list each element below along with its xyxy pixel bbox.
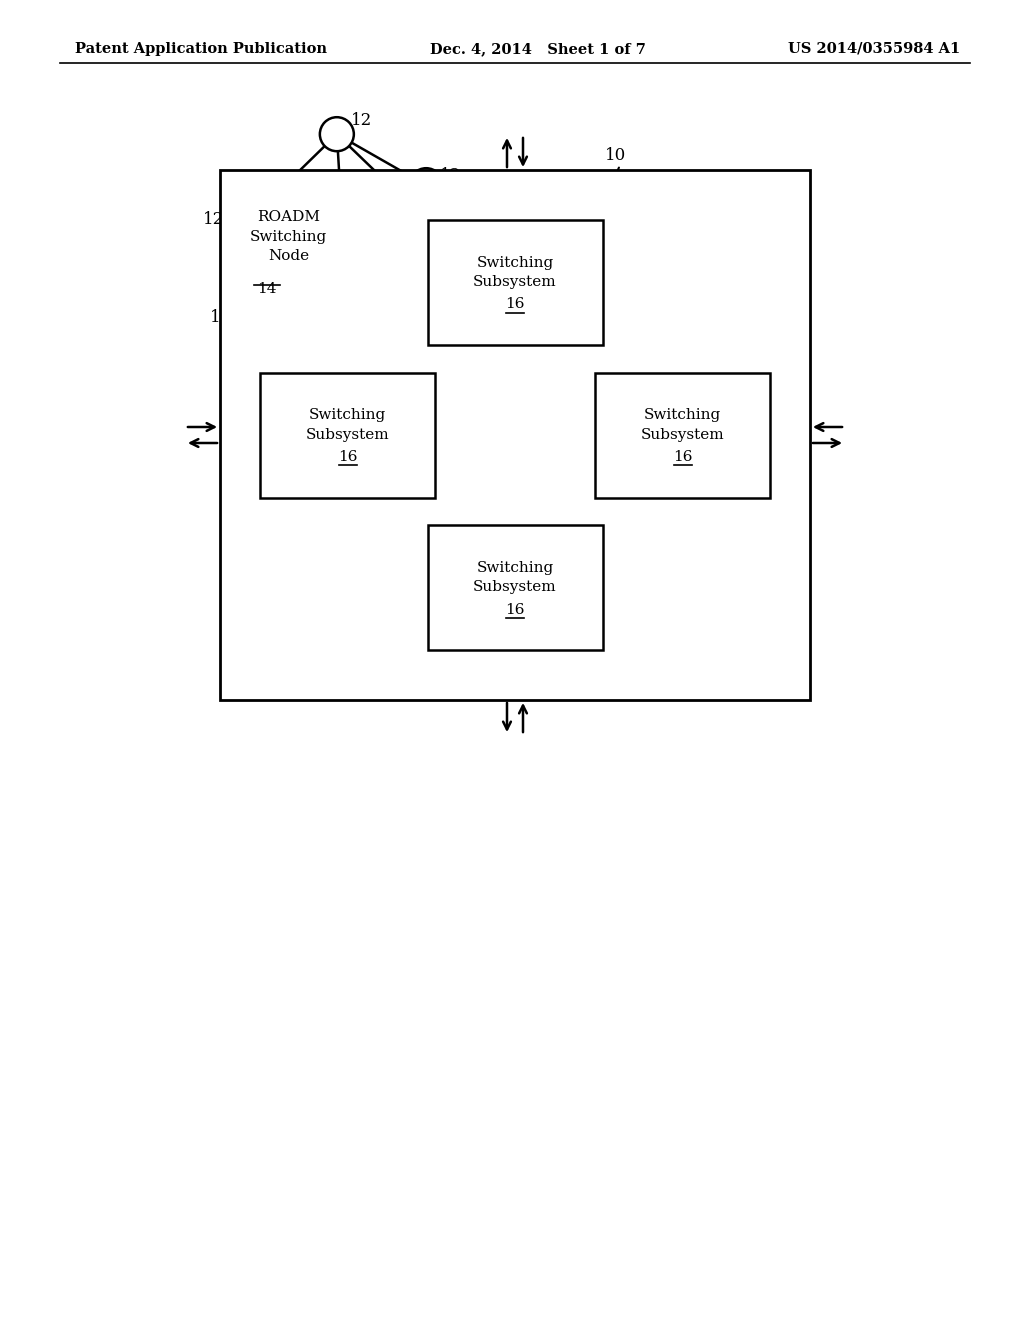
Text: ROADM
Switching
Node: ROADM Switching Node [250,210,328,263]
Circle shape [410,168,443,202]
Text: 16: 16 [505,602,524,616]
Text: Dec. 4, 2014   Sheet 1 of 7: Dec. 4, 2014 Sheet 1 of 7 [430,42,646,55]
Text: Switching
Subsystem: Switching Subsystem [473,256,557,289]
Text: US 2014/0355984 A1: US 2014/0355984 A1 [787,42,961,55]
FancyBboxPatch shape [595,372,770,498]
FancyBboxPatch shape [427,220,602,345]
Text: FIG. 2: FIG. 2 [700,681,761,700]
Text: 14: 14 [257,282,276,296]
Text: 12: 12 [203,211,224,228]
Circle shape [236,301,269,335]
Circle shape [454,247,487,280]
Text: 10: 10 [605,147,627,164]
Text: 16: 16 [338,450,357,465]
Text: 16: 16 [505,297,524,312]
FancyBboxPatch shape [220,170,810,700]
Text: 12: 12 [440,166,462,183]
Text: 12: 12 [358,393,379,411]
FancyBboxPatch shape [427,525,602,649]
Circle shape [327,232,360,267]
Text: Switching
Subsystem: Switching Subsystem [473,561,557,594]
Text: Switching
Subsystem: Switching Subsystem [306,408,389,442]
Text: 12: 12 [210,309,231,326]
Text: 12: 12 [358,234,379,251]
Text: Patent Application Publication: Patent Application Publication [75,42,327,55]
Circle shape [226,209,260,243]
FancyBboxPatch shape [260,372,435,498]
Circle shape [319,117,354,152]
Circle shape [327,366,360,400]
Text: 16: 16 [673,450,692,465]
Text: 12: 12 [351,112,372,129]
Text: Switching
Subsystem: Switching Subsystem [641,408,724,442]
Text: 12: 12 [493,249,514,265]
Text: FIG. 1: FIG. 1 [590,421,651,440]
